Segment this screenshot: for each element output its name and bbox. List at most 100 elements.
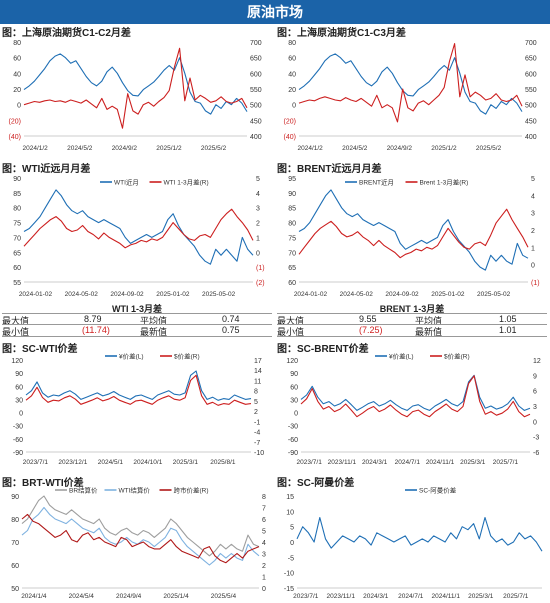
y-right-tick-label: 9 [533,373,537,380]
y-right-tick-label: 400 [250,134,262,141]
y-left-tick-label: 70 [288,250,296,257]
legend-label: ¥价差(L) [119,352,144,361]
y-right-tick-label: 12 [533,358,541,365]
chart-panel-p3: 图：WTI近远月月差 90 85 80 75 70 65 60 55 5 4 3 2 1 0 (1) (2) 2… [0,160,275,300]
y-left-tick-label: (40) [284,134,296,141]
x-tick-label: 2025-05-02 [202,291,236,298]
x-tick-label: 2024-09-02 [385,291,419,298]
y-right-tick-label: 500 [525,103,537,110]
legend-label: $价差(R) [174,352,200,361]
y-right-tick-label: 5 [256,176,260,183]
x-tick-label: 2024/5/2 [342,145,368,152]
y-left-tick-label: 20 [288,87,296,94]
y-left-tick-label: 10 [286,509,294,516]
y-right-tick-label: 650 [525,56,537,63]
x-tick-label: 2025/3/1 [173,459,199,466]
stats-table-wti: WTI 1-3月差 最大值 8.79 平均值 0.74 最小值 (11.74) … [2,302,272,337]
chart-svg: 95 90 85 80 75 70 65 60 5 4 3 2 1 0 (1) 2024-01-02 2024-… [288,176,540,298]
legend-label: WTI结算价 [119,486,151,495]
y-right-tick-label: -7 [254,440,260,447]
chart-title: 图：上海原油期货C1-C2月差 [2,28,131,39]
y-left-tick-label: 75 [13,221,21,228]
x-tick-label: 2025/3/1 [460,459,486,466]
x-tick-label: 2023/7/1 [297,459,323,466]
x-tick-label: 2024/3/1 [362,459,388,466]
series-line [23,189,254,265]
y-right-tick-label: 3 [256,206,260,213]
stats-value: 0.75 [222,325,240,335]
x-tick-label: 2024/7/1 [398,593,424,600]
y-right-tick-label: 4 [531,193,535,200]
y-left-tick-label: 80 [11,517,19,524]
stats-title: WTI 1-3月差 [111,304,162,314]
stats-value: 1.05 [499,314,517,324]
y-left-tick-label: -15 [284,586,294,593]
stats-label: 最大值 [2,316,30,326]
chart-panel-p4: 图：BRENT近远月月差 95 90 85 80 75 70 65 60 5 4 3 2 1 0 (1) 20… [275,160,550,300]
stats-row: 最小值 (11.74) 最新值 0.75 [2,324,272,337]
legend-label: ¥价差(L) [389,352,414,361]
y-right-tick-label: 14 [254,368,262,375]
y-left-tick-label: 90 [11,494,19,501]
x-tick-label: 2024/1/2 [297,145,323,152]
y-left-tick-label: 120 [11,358,23,365]
y-left-tick-label: 65 [288,265,296,272]
y-right-tick-label: 2 [531,228,535,235]
y-left-tick-label: 50 [11,586,19,593]
y-right-tick-label: 0 [262,586,266,593]
stats-label: 最大值 [277,316,305,326]
y-right-tick-label: 700 [525,40,537,47]
y-left-tick-label: 5 [290,525,294,532]
chart-panel-p2: 图：上海原油期货C1-C3月差 80 60 40 20 0 (20) (40) 700 650 6… [275,24,550,154]
chart-panel-p8: 图：SC-阿曼价差 15 10 5 0 -5 -10 -15 2023/7/1 2023/11/… [275,474,550,602]
y-left-tick-label: 60 [11,563,19,570]
y-right-tick-label: 8 [254,389,258,396]
x-tick-label: 2025/7/1 [493,459,519,466]
y-right-tick-label: 600 [525,71,537,78]
y-right-tick-label: 2 [254,409,258,416]
chart-title: 图：SC-BRENT价差 [277,344,369,355]
y-left-tick-label: 70 [13,235,21,242]
x-tick-label: 2025/1/2 [431,145,457,152]
series-line [25,374,252,406]
stats-label: 最小值 [277,327,305,337]
y-left-tick-label: 80 [13,206,21,213]
x-tick-label: 2023/7/1 [293,593,319,600]
y-left-tick-label: 75 [288,235,296,242]
y-left-tick-label: 85 [13,191,21,198]
legend-label: WTI近月 [114,178,139,187]
x-tick-label: 2025/5/4 [211,593,237,600]
series-line [300,374,531,411]
y-right-tick-label: 1 [531,245,535,252]
legend-label: BR结算价 [69,486,98,495]
y-right-tick-label: 500 [250,103,262,110]
x-tick-label: 2025/5/2 [476,145,502,152]
y-left-tick-label: 95 [288,176,296,183]
x-tick-label: 2025-05-02 [477,291,511,298]
y-right-tick-label: -10 [254,450,264,457]
stats-label: 平均值 [415,316,443,326]
y-right-tick-label: 5 [262,529,266,536]
x-tick-label: 2023/11/1 [327,593,356,600]
y-left-tick-label: 15 [286,494,294,501]
y-right-tick-label: 7 [262,506,266,513]
series-line [298,53,523,115]
x-tick-label: 2024/5/2 [67,145,93,152]
y-right-tick-label: (1) [531,280,540,287]
x-tick-label: 2024-05-02 [65,291,99,298]
y-right-tick-label: 6 [262,517,266,524]
y-left-tick-label: (20) [9,118,21,125]
y-right-tick-label: 3 [262,552,266,559]
y-left-tick-label: 30 [15,397,23,404]
x-tick-label: 2024/7/1 [395,459,421,466]
series-line [23,208,254,249]
y-right-tick-label: -6 [533,450,539,457]
y-left-tick-label: 120 [286,358,298,365]
stats-title: BRENT 1-3月差 [379,304,445,314]
series-line [23,47,248,129]
stats-label: 最小值 [2,327,30,337]
y-left-tick-label: 60 [13,265,21,272]
chart-title: 图：BRT-WTI价差 [2,478,84,489]
